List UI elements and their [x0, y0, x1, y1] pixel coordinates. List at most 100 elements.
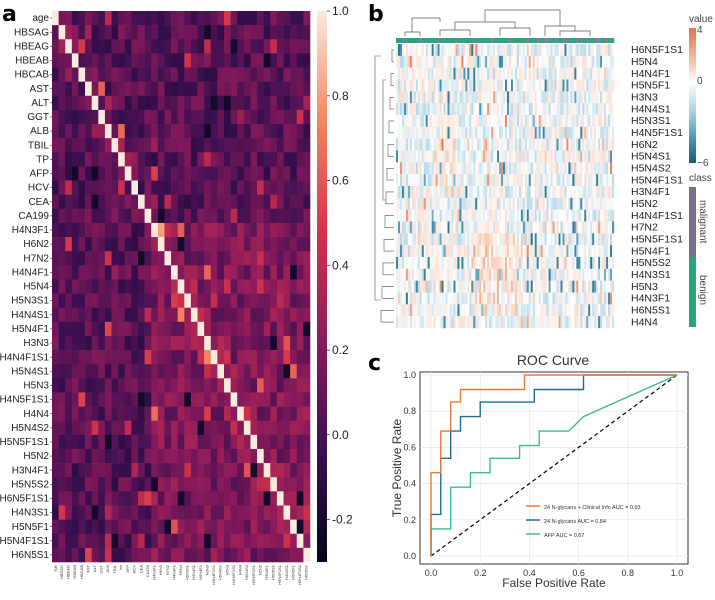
heatmap-cell — [58, 477, 66, 492]
heatmap-cell — [138, 25, 145, 40]
heatmap-cell — [536, 115, 539, 128]
heatmap-cell — [467, 197, 470, 210]
heatmap-cell — [479, 233, 482, 246]
heatmap-cell — [190, 378, 198, 393]
heatmap-cell — [263, 237, 271, 252]
heatmap-cell — [427, 91, 430, 104]
heatmap-cell — [250, 547, 258, 563]
heatmap-cell — [564, 316, 567, 329]
heatmap-cell — [582, 186, 585, 199]
heatmap-cell — [210, 39, 218, 54]
heatmap-cell — [157, 152, 165, 167]
heatmap-cell — [449, 316, 452, 329]
heatmap-cell — [91, 434, 99, 450]
heatmap-cell — [564, 197, 567, 210]
heatmap-cell — [485, 245, 488, 258]
heatmap-cell — [290, 477, 298, 492]
heatmap-cell — [98, 251, 106, 266]
heatmap-cell — [439, 115, 442, 128]
heatmap-cell — [574, 209, 577, 222]
heatmap-cell — [171, 11, 178, 26]
heatmap-cell — [552, 55, 555, 68]
heatmap-cell — [417, 268, 420, 281]
heatmap-cell — [190, 124, 198, 139]
heatmap-cell — [65, 208, 73, 224]
heatmap-cell — [596, 103, 599, 116]
heatmap-cell — [578, 280, 581, 293]
heatmap-cell — [592, 280, 595, 293]
heatmap-cell — [405, 221, 409, 234]
heatmap-cell — [157, 321, 165, 337]
heatmap-cell — [270, 81, 278, 97]
heatmap-cell — [276, 505, 284, 520]
heatmap-cell — [124, 208, 132, 224]
heatmap-cell — [536, 138, 539, 151]
heatmap-cell — [558, 268, 561, 281]
heatmap-cell — [423, 197, 426, 210]
col-label: H6N2 — [158, 564, 163, 575]
heatmap-cell — [604, 103, 607, 116]
heatmap-cell — [118, 81, 126, 97]
heatmap-cell — [586, 280, 589, 293]
heatmap-cell — [532, 138, 535, 151]
heatmap-cell — [224, 491, 231, 506]
class-bar-cell — [556, 38, 559, 43]
heatmap-cell — [237, 95, 245, 111]
heatmap-cell — [449, 150, 452, 163]
heatmap-cell — [455, 292, 458, 305]
col-label: H5N2 — [257, 564, 262, 575]
heatmap-cell — [524, 292, 527, 305]
heatmap-cell — [594, 150, 597, 163]
heatmap-cell — [250, 166, 258, 181]
heatmap-cell — [602, 209, 605, 222]
heatmap-cell — [465, 209, 468, 222]
heatmap-cell — [530, 280, 533, 293]
heatmap-cell — [477, 55, 480, 68]
heatmap-cell — [520, 150, 524, 163]
heatmap-cell — [91, 519, 99, 535]
heatmap-cell — [58, 279, 66, 294]
heatmap-cell — [594, 245, 597, 258]
heatmap-cell — [270, 152, 278, 167]
heatmap-cell — [570, 197, 573, 210]
row-label: age — [32, 13, 49, 24]
heatmap-cell — [503, 186, 506, 199]
heatmap-cell — [475, 162, 478, 175]
heatmap-cell — [439, 197, 442, 210]
heatmap-cell — [497, 186, 500, 199]
heatmap-cell — [78, 279, 86, 294]
heatmap-cell — [303, 180, 311, 195]
heatmap-cell — [204, 109, 212, 125]
dendrogram-branch — [382, 262, 394, 276]
heatmap-cell — [151, 109, 159, 125]
heatmap-cell — [204, 392, 212, 407]
heatmap-cell — [542, 138, 545, 151]
heatmap-cell — [237, 335, 245, 351]
heatmap-cell — [58, 67, 66, 82]
heatmap-cell — [407, 150, 411, 163]
heatmap-cell — [164, 335, 172, 351]
heatmap-cell — [459, 304, 462, 317]
heatmap-cell — [568, 103, 571, 116]
heatmap-cell — [417, 150, 420, 163]
heatmap-cell — [516, 245, 520, 258]
heatmap-cell — [514, 233, 518, 246]
heatmap-cell — [584, 316, 587, 329]
heatmap-cell — [263, 307, 271, 323]
heatmap-cell — [290, 208, 298, 224]
heatmap-cell — [433, 245, 436, 258]
heatmap-cell — [576, 79, 579, 92]
heatmap-cell — [455, 103, 458, 116]
heatmap-cell — [217, 95, 225, 111]
row-label: H4N3S1 — [11, 508, 49, 519]
heatmap-cell — [465, 186, 468, 199]
heatmap-cell — [542, 186, 545, 199]
heatmap-cell — [501, 174, 504, 187]
heatmap-cell — [138, 194, 145, 210]
heatmap-cell — [590, 221, 593, 234]
heatmap-cell — [445, 44, 448, 57]
heatmap-cell — [522, 55, 526, 68]
heatmap-cell — [397, 197, 401, 210]
heatmap-cell — [250, 251, 258, 266]
heatmap-cell — [276, 11, 284, 26]
